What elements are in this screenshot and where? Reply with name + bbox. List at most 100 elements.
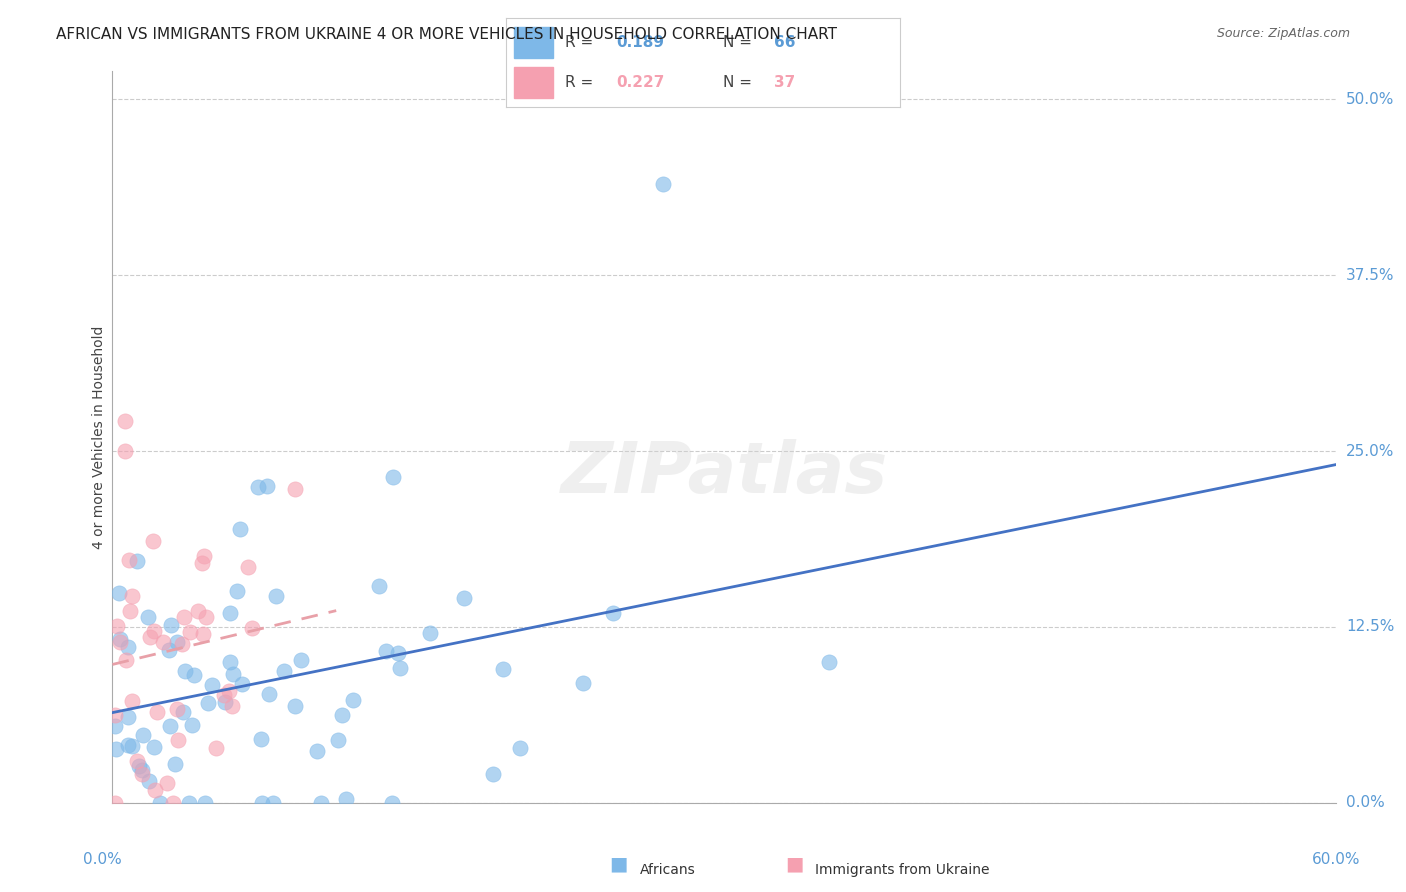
Point: [117, 709, 139, 723]
Point: [218, 683, 240, 698]
FancyBboxPatch shape: [515, 27, 554, 58]
Point: [418, 626, 440, 640]
Point: [342, 693, 364, 707]
Point: [252, 796, 274, 810]
Point: [817, 656, 839, 670]
Point: [194, 796, 217, 810]
Point: [218, 606, 240, 620]
Point: [138, 773, 160, 788]
Point: [214, 688, 236, 702]
Text: 66: 66: [773, 36, 796, 50]
Text: 0.0%: 0.0%: [83, 852, 122, 867]
Text: 37.5%: 37.5%: [1346, 268, 1395, 283]
Text: 0.189: 0.189: [616, 36, 665, 50]
Point: [205, 740, 228, 755]
Point: [166, 702, 188, 716]
Text: Source: ZipAtlas.com: Source: ZipAtlas.com: [1216, 27, 1350, 40]
Point: [143, 740, 166, 755]
Text: Africans: Africans: [640, 863, 696, 877]
Text: 0.0%: 0.0%: [1346, 796, 1385, 810]
Text: 37: 37: [773, 76, 796, 90]
Point: [250, 731, 273, 746]
Point: [183, 667, 205, 681]
Point: [103, 719, 125, 733]
Point: [117, 739, 139, 753]
Point: [194, 610, 217, 624]
Point: [125, 754, 148, 768]
Text: ZIPatlas: ZIPatlas: [561, 439, 887, 508]
Point: [453, 591, 475, 605]
Point: [104, 796, 127, 810]
Point: [170, 637, 193, 651]
Point: [368, 579, 391, 593]
Point: [114, 444, 136, 458]
Point: [264, 589, 287, 603]
Point: [326, 733, 349, 747]
Point: [114, 414, 136, 428]
Point: [191, 556, 214, 570]
Point: [284, 698, 307, 713]
Point: [221, 699, 243, 714]
Point: [262, 796, 284, 810]
Point: [167, 733, 190, 747]
Point: [131, 767, 153, 781]
Point: [142, 624, 165, 638]
Point: [131, 728, 153, 742]
Point: [127, 554, 149, 568]
Text: 60.0%: 60.0%: [1312, 852, 1360, 867]
Point: [108, 586, 131, 600]
Text: R =: R =: [565, 36, 599, 50]
Point: [389, 661, 412, 675]
Point: [330, 708, 353, 723]
Point: [149, 796, 172, 810]
Text: 0.227: 0.227: [616, 76, 665, 90]
Point: [305, 744, 328, 758]
Point: [214, 695, 236, 709]
Point: [108, 634, 131, 648]
Point: [146, 705, 169, 719]
Point: [120, 605, 142, 619]
Point: [118, 553, 141, 567]
Point: [290, 653, 312, 667]
Point: [382, 469, 405, 483]
Point: [165, 756, 187, 771]
Point: [138, 610, 160, 624]
Point: [179, 624, 201, 639]
Point: [193, 549, 215, 563]
Point: [110, 632, 132, 646]
Point: [157, 643, 180, 657]
Point: [152, 635, 174, 649]
Point: [156, 776, 179, 790]
Point: [481, 767, 503, 781]
Point: [238, 560, 260, 574]
Point: [117, 640, 139, 655]
Point: [104, 742, 127, 756]
Text: R =: R =: [565, 76, 599, 90]
Point: [226, 584, 249, 599]
Point: [572, 676, 595, 690]
Point: [509, 741, 531, 756]
Text: 50.0%: 50.0%: [1346, 92, 1395, 107]
Point: [602, 606, 624, 620]
Point: [173, 610, 195, 624]
Point: [273, 664, 295, 678]
Point: [229, 522, 252, 536]
Point: [114, 653, 136, 667]
Point: [177, 796, 200, 810]
Point: [187, 604, 209, 618]
Point: [159, 719, 181, 733]
Point: [380, 796, 402, 810]
Text: ■: ■: [785, 855, 804, 873]
Point: [222, 667, 245, 681]
Point: [180, 718, 202, 732]
Point: [284, 482, 307, 496]
Point: [246, 480, 269, 494]
Point: [231, 676, 253, 690]
Point: [259, 687, 281, 701]
Text: ■: ■: [609, 855, 628, 873]
Point: [162, 796, 184, 810]
Point: [309, 796, 332, 810]
Text: 25.0%: 25.0%: [1346, 443, 1395, 458]
FancyBboxPatch shape: [515, 67, 554, 98]
Point: [105, 619, 128, 633]
